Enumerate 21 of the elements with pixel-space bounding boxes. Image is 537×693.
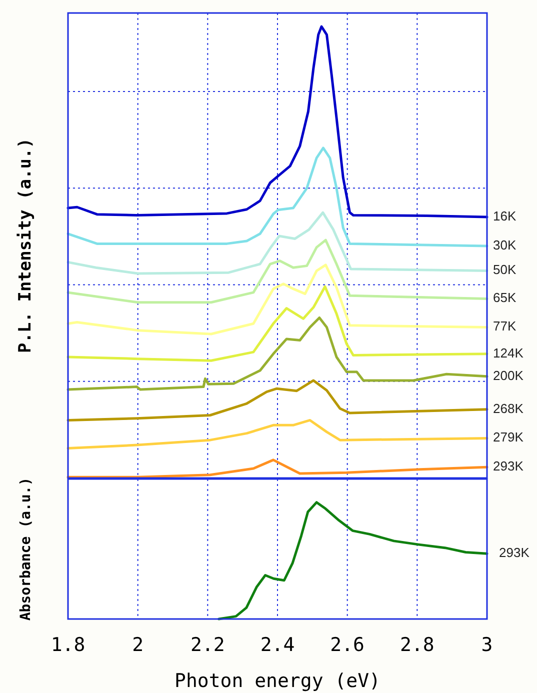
x-tick-label: 2	[132, 634, 144, 656]
series-label: 279K	[493, 430, 524, 445]
series-label: 65K	[493, 290, 516, 306]
x-tick-label: 3	[481, 634, 493, 656]
series-label: 124K	[493, 345, 524, 360]
series-label: 77K	[493, 318, 516, 334]
x-tick-label: 1.8	[50, 634, 86, 656]
x-axis-title: Photon energy (eV)	[174, 670, 380, 692]
series-label: 293K	[493, 458, 524, 474]
y-axis-title: Absorbance (a.u.)	[18, 477, 34, 621]
x-tick-label: 2.2	[190, 634, 225, 656]
series-label: 50K	[493, 262, 516, 278]
series-label: 200K	[493, 368, 524, 383]
x-tick-label: 2.8	[400, 634, 434, 656]
series-label: 30K	[493, 237, 516, 252]
y-axis-title: P.L. Intensity (a.u.)	[16, 138, 36, 353]
x-tick-label: 2.6	[330, 634, 364, 656]
series-label: 16K	[493, 208, 516, 224]
series-label: 268K	[493, 400, 524, 416]
x-tick-label: 2.4	[260, 634, 295, 656]
series-label: 293K	[499, 545, 530, 560]
